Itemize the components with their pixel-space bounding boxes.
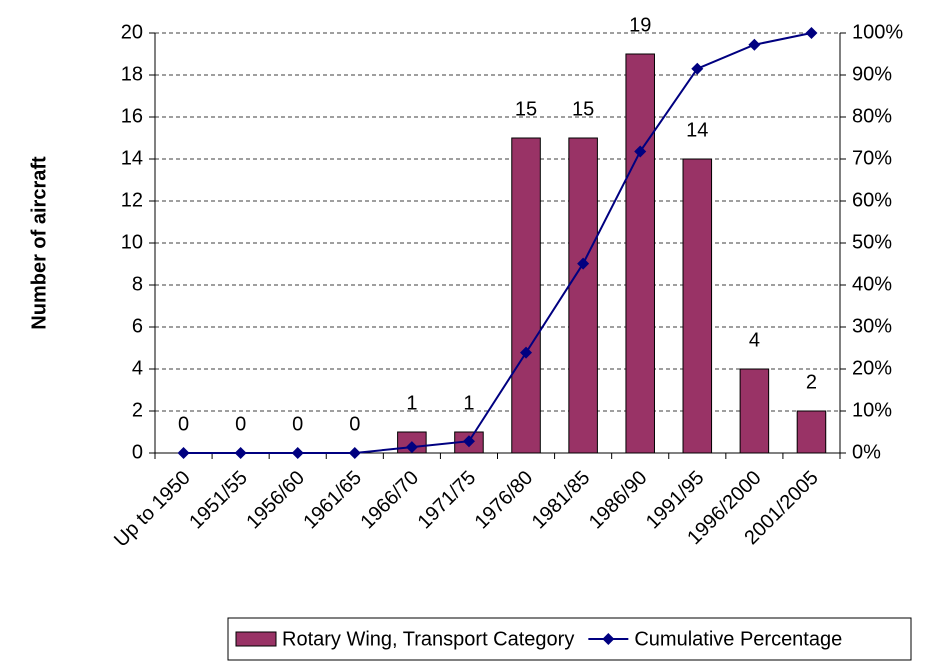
data-label: 19 (629, 14, 651, 36)
legend-label: Cumulative Percentage (634, 628, 842, 650)
y-tick-label: 0 (132, 441, 143, 463)
y2-tick-label: 20% (852, 357, 892, 379)
data-label: 0 (292, 413, 303, 435)
y2-tick-label: 10% (852, 399, 892, 421)
data-label: 1 (406, 392, 417, 414)
line-marker (748, 38, 761, 51)
data-label: 15 (515, 98, 537, 120)
line-marker (177, 447, 190, 459)
data-label: 14 (686, 119, 708, 141)
bar (625, 53, 655, 454)
legend-box (227, 617, 912, 661)
bar (796, 410, 827, 454)
data-label: 2 (806, 371, 817, 393)
line-marker (234, 447, 247, 459)
line-marker (805, 27, 818, 39)
y2-tick-label: 70% (852, 147, 892, 169)
line-marker (634, 145, 647, 158)
data-label: 0 (349, 413, 360, 435)
bar (511, 137, 541, 454)
data-label: 4 (749, 329, 760, 351)
y-tick-label: 2 (132, 399, 143, 421)
bar (568, 137, 598, 454)
y-tick-label: 18 (121, 63, 143, 85)
x-tick-label: 1986/90 (585, 467, 652, 534)
y-axis-title: Number of aircraft (28, 156, 50, 330)
x-tick-label: 1961/65 (299, 467, 366, 534)
x-tick-label: 1976/80 (471, 467, 538, 534)
x-tick-label: 1971/75 (414, 467, 481, 534)
y2-tick-label: 30% (852, 315, 892, 337)
y-tick-label: 20 (121, 21, 143, 43)
y-tick-label: 6 (132, 315, 143, 337)
line-marker (691, 62, 704, 75)
y-tick-label: 14 (121, 147, 143, 169)
bar (739, 368, 770, 454)
x-tick-label: 1966/70 (356, 467, 423, 534)
x-tick-label: 1981/85 (528, 467, 595, 534)
x-tick-label: 1956/60 (242, 467, 309, 534)
line-marker (462, 435, 475, 448)
y2-tick-label: 40% (852, 273, 892, 295)
y2-tick-label: 0% (852, 441, 881, 463)
y2-tick-label: 90% (852, 63, 892, 85)
legend-label: Rotary Wing, Transport Category (282, 628, 574, 650)
bar (682, 158, 713, 454)
line-marker (520, 346, 533, 359)
legend-marker (602, 633, 615, 645)
y2-tick-label: 80% (852, 105, 892, 127)
y2-tick-label: 60% (852, 189, 892, 211)
y-tick-label: 12 (121, 189, 143, 211)
x-tick-label: 1951/55 (185, 467, 252, 534)
data-label: 1 (463, 392, 474, 414)
data-label: 15 (572, 98, 594, 120)
y-tick-label: 8 (132, 273, 143, 295)
data-label: 0 (235, 413, 246, 435)
cumulative-line (183, 32, 812, 454)
y-tick-label: 16 (121, 105, 143, 127)
line-marker (348, 447, 361, 459)
data-label: 0 (178, 413, 189, 435)
line-marker (577, 257, 590, 270)
y2-tick-label: 100% (852, 21, 903, 43)
y-tick-label: 10 (121, 231, 143, 253)
x-tick-label: Up to 1950 (110, 467, 195, 552)
y-tick-label: 4 (132, 357, 143, 379)
legend-swatch (235, 631, 277, 647)
line-marker (405, 441, 418, 454)
y2-tick-label: 50% (852, 231, 892, 253)
line-marker (291, 447, 304, 459)
